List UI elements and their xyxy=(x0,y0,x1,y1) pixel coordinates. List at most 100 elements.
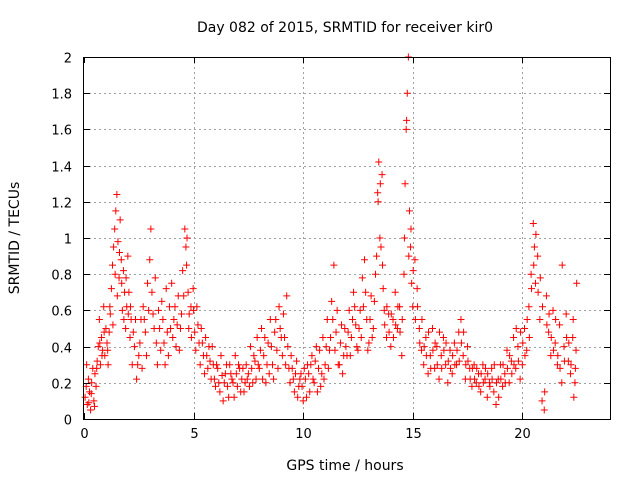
data-point xyxy=(156,325,164,332)
data-point xyxy=(338,321,346,329)
data-point xyxy=(120,315,128,323)
data-point xyxy=(482,364,490,372)
data-point xyxy=(398,315,406,323)
data-point xyxy=(316,346,324,354)
data-point xyxy=(146,256,154,264)
data-point xyxy=(244,370,252,378)
data-point xyxy=(438,364,446,372)
data-point xyxy=(92,382,100,390)
data-point xyxy=(315,364,323,372)
data-point xyxy=(365,339,373,347)
data-point xyxy=(333,306,341,314)
data-point xyxy=(210,375,218,383)
data-point xyxy=(413,285,421,293)
data-point xyxy=(328,297,336,305)
data-point xyxy=(111,225,119,233)
data-point xyxy=(175,346,183,354)
data-point xyxy=(254,361,262,369)
data-point xyxy=(221,370,229,378)
data-point xyxy=(382,334,390,342)
data-point xyxy=(91,402,99,410)
data-point xyxy=(569,334,577,342)
data-point xyxy=(543,321,551,329)
data-point xyxy=(455,357,463,365)
data-point xyxy=(307,361,315,369)
data-point xyxy=(547,334,555,342)
data-point xyxy=(529,220,537,228)
data-point xyxy=(442,339,450,347)
data-point xyxy=(348,315,356,323)
data-point xyxy=(83,361,91,369)
data-point xyxy=(488,375,496,383)
data-point xyxy=(565,339,573,347)
data-point xyxy=(193,303,201,311)
data-point xyxy=(510,361,518,369)
data-point xyxy=(113,191,121,199)
data-point xyxy=(126,334,134,342)
data-point xyxy=(306,388,314,396)
data-point xyxy=(394,303,402,311)
data-point xyxy=(112,207,120,215)
data-point xyxy=(366,315,374,323)
data-point xyxy=(106,310,114,318)
data-point xyxy=(151,274,159,282)
data-point xyxy=(168,279,176,287)
data-point xyxy=(116,216,124,224)
data-point xyxy=(367,292,375,300)
data-point xyxy=(468,382,476,390)
data-point xyxy=(532,230,540,238)
data-point xyxy=(341,325,349,332)
data-point xyxy=(479,379,487,387)
data-point xyxy=(279,310,287,318)
data-point xyxy=(110,243,118,251)
data-point xyxy=(355,325,363,332)
data-point xyxy=(400,270,408,278)
data-point xyxy=(383,303,391,311)
data-point xyxy=(335,361,343,369)
data-point xyxy=(104,361,112,369)
data-point xyxy=(558,379,566,387)
data-point xyxy=(116,248,124,256)
data-point xyxy=(519,339,527,347)
data-point xyxy=(376,180,384,188)
data-point xyxy=(265,370,273,378)
data-point xyxy=(237,388,245,396)
data-point xyxy=(418,315,426,323)
data-point xyxy=(161,361,169,369)
data-point xyxy=(215,379,223,387)
data-point xyxy=(518,361,526,369)
data-point xyxy=(528,285,536,293)
data-point xyxy=(567,370,575,378)
data-point xyxy=(93,357,101,365)
data-point xyxy=(201,370,209,378)
data-point xyxy=(294,393,302,401)
data-point xyxy=(358,274,366,282)
data-point xyxy=(409,267,417,275)
data-point xyxy=(446,346,454,354)
data-point xyxy=(497,375,505,383)
data-point xyxy=(264,339,272,347)
data-point xyxy=(472,379,480,387)
data-point xyxy=(492,401,500,409)
data-point xyxy=(119,267,127,275)
data-point xyxy=(153,361,161,369)
data-point xyxy=(103,339,111,347)
data-point xyxy=(118,279,126,287)
data-point xyxy=(440,346,448,354)
data-point xyxy=(284,343,292,351)
data-point xyxy=(135,352,143,360)
data-point xyxy=(191,328,199,336)
data-point xyxy=(84,375,92,383)
data-point xyxy=(253,334,261,342)
data-point xyxy=(289,375,297,383)
data-point xyxy=(501,379,509,387)
data-point xyxy=(371,270,379,278)
y-tick-label: 0 xyxy=(64,414,72,429)
data-point xyxy=(282,361,290,369)
data-point xyxy=(293,357,301,365)
data-point xyxy=(185,325,193,332)
data-point xyxy=(167,325,175,332)
data-point xyxy=(385,328,393,336)
data-point xyxy=(552,315,560,323)
data-point xyxy=(302,393,310,401)
